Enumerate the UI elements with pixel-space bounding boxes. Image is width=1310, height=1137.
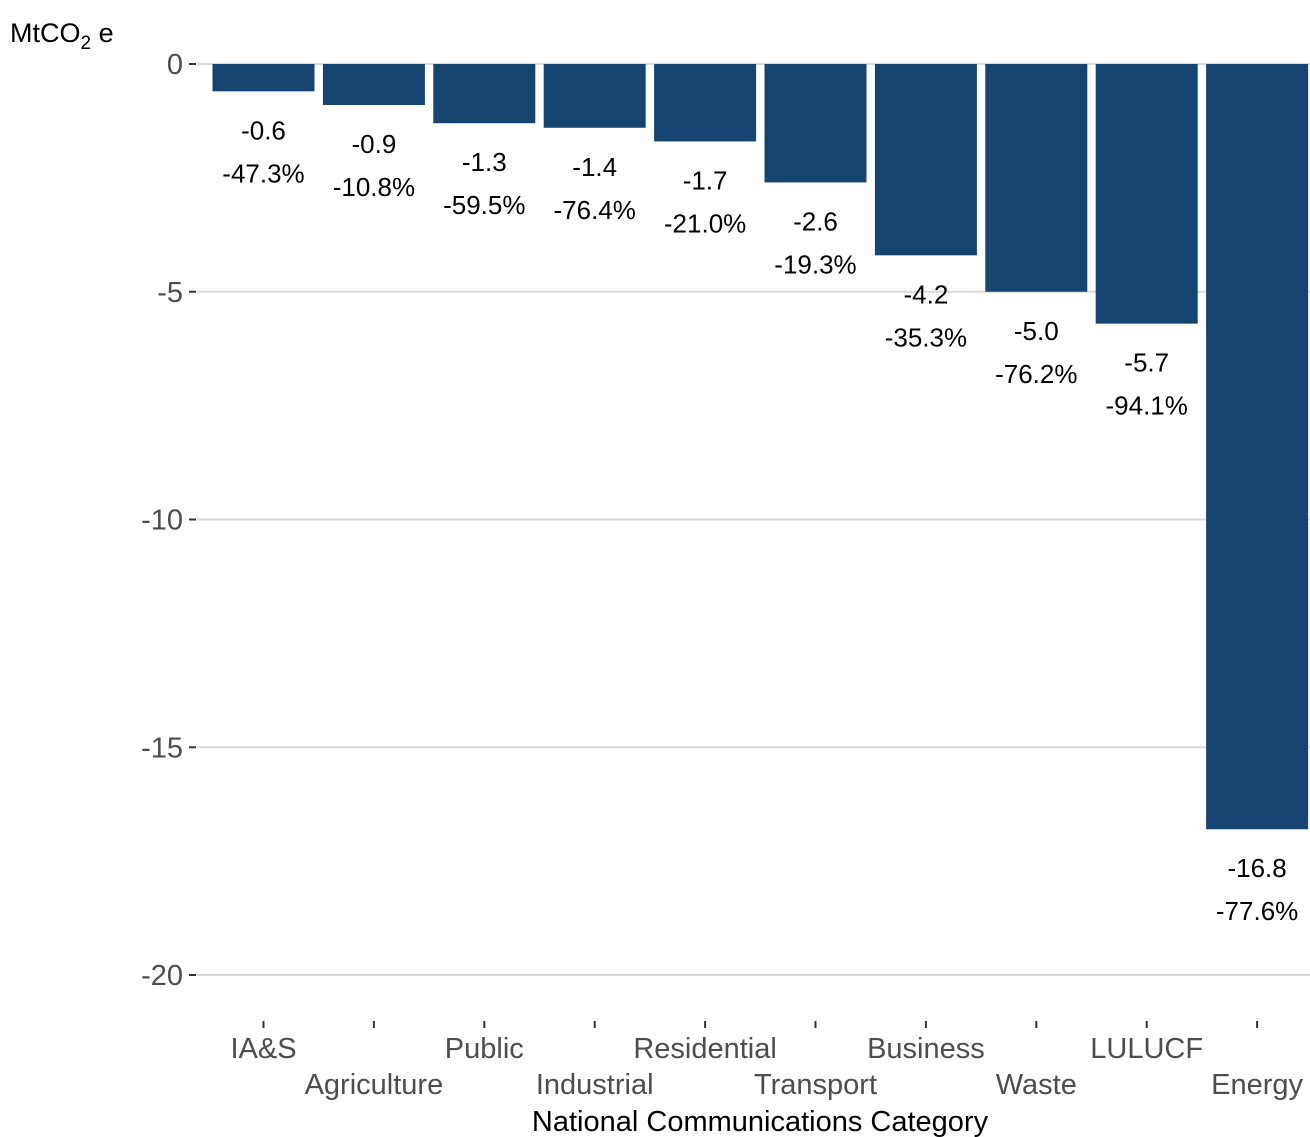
x-tick-label: LULUCF xyxy=(1090,1033,1203,1065)
bar xyxy=(654,64,757,142)
bar xyxy=(985,64,1088,292)
x-tick-label: Agriculture xyxy=(305,1069,444,1101)
bar-percent-label: -76.4% xyxy=(554,195,636,225)
bar-percent-label: -21.0% xyxy=(664,208,746,238)
bar-value-label: -4.2 xyxy=(903,279,948,309)
bar-percent-label: -59.5% xyxy=(443,190,525,220)
bar-value-label: -0.9 xyxy=(351,129,396,159)
bar-percent-label: -10.8% xyxy=(333,172,415,202)
bar xyxy=(322,64,425,105)
bar-value-label: -5.7 xyxy=(1124,348,1169,378)
x-tick-label: Transport xyxy=(754,1069,877,1101)
bar xyxy=(543,64,646,128)
bar xyxy=(433,64,536,124)
x-tick-label: Waste xyxy=(996,1069,1077,1101)
y-tick-label: -15 xyxy=(141,732,183,764)
x-tick-label: IA&S xyxy=(230,1033,296,1065)
bar xyxy=(1206,64,1309,830)
bar-value-label: -2.6 xyxy=(793,206,838,236)
bar-percent-label: -47.3% xyxy=(222,158,304,188)
y-tick-label: -20 xyxy=(141,960,183,992)
bar xyxy=(874,64,977,256)
y-axis: 0 -5 -10 -15 -20 xyxy=(141,49,196,992)
y-tick-label: -5 xyxy=(157,277,183,309)
bar-value-label: -0.6 xyxy=(241,115,286,145)
bar-value-label: -16.8 xyxy=(1227,853,1286,883)
bar-percent-label: -35.3% xyxy=(885,322,967,352)
bars xyxy=(212,64,1309,830)
bar-value-label: -5.0 xyxy=(1014,316,1059,346)
x-axis-title: National Communications Category xyxy=(532,1106,989,1137)
y-tick-label: 0 xyxy=(167,49,183,81)
bar-value-label: -1.4 xyxy=(572,152,617,182)
x-tick-label: Residential xyxy=(633,1033,776,1065)
bar-percent-label: -77.6% xyxy=(1216,896,1298,926)
y-axis-unit-label: MtCO2 e xyxy=(10,18,114,54)
data-labels: -0.6 -47.3% -0.9 -10.8% -1.3 -59.5% -1.4 -76.4%… xyxy=(222,115,1298,926)
y-tick-label: -10 xyxy=(141,505,183,537)
x-tick-label: Industrial xyxy=(536,1069,654,1101)
bar-percent-label: -19.3% xyxy=(774,249,856,279)
x-tick-label: Business xyxy=(867,1033,985,1065)
x-tick-label: Public xyxy=(445,1033,524,1065)
bar xyxy=(1095,64,1198,324)
bar-percent-label: -76.2% xyxy=(995,359,1077,389)
bar-value-label: -1.7 xyxy=(683,165,728,195)
bar-value-label: -1.3 xyxy=(462,147,507,177)
bar xyxy=(212,64,315,92)
x-tick-label: Energy xyxy=(1211,1069,1303,1101)
bar xyxy=(764,64,867,183)
bar-percent-label: -94.1% xyxy=(1106,391,1188,421)
